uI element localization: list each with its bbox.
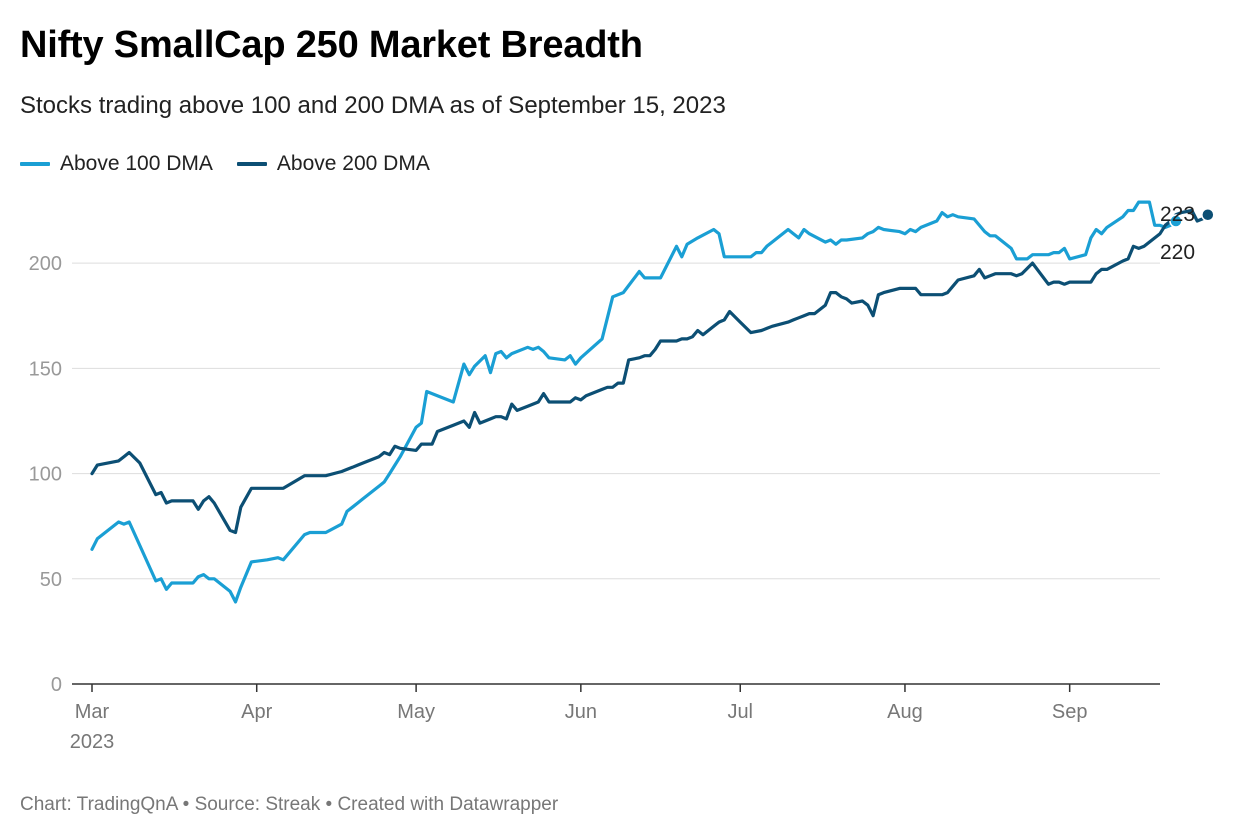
y-tick-label-200: 200 (29, 253, 62, 275)
x-tick-label-may: May (397, 701, 435, 723)
end-label-above-100-dma: 220 (1160, 241, 1195, 264)
y-tick-label-0: 0 (51, 674, 62, 696)
y-tick-label-50: 50 (40, 569, 62, 591)
legend: Above 100 DMA Above 200 DMA (20, 152, 454, 176)
legend-label-above-200: Above 200 DMA (276, 152, 430, 175)
legend-item-above-200: Above 200 DMA (236, 152, 430, 176)
x-tick-label-apr: Apr (241, 701, 272, 723)
legend-item-above-100: Above 100 DMA (20, 152, 213, 176)
x-tick-label-sep: Sep (1052, 701, 1088, 723)
x-tick-label-jun: Jun (565, 701, 597, 723)
series-line-above-100-dma (90, 200, 1178, 604)
legend-swatch-above-200 (236, 162, 267, 166)
x-tick-sublabel-2023: 2023 (70, 731, 115, 753)
y-tick-label-100: 100 (29, 464, 62, 486)
x-tick-label-jul: Jul (727, 701, 753, 723)
chart-title: Nifty SmallCap 250 Market Breadth (20, 24, 643, 66)
legend-swatch-above-100 (20, 162, 50, 166)
chart-subtitle: Stocks trading above 100 and 200 DMA as … (20, 92, 726, 119)
chart-footer: Chart: TradingQnA • Source: Streak • Cre… (20, 794, 559, 815)
end-label-above-200-dma: 223 (1160, 203, 1195, 226)
series-line-above-200-dma (90, 208, 1210, 535)
x-tick-label-aug: Aug (887, 701, 923, 723)
legend-label-above-100: Above 100 DMA (60, 152, 213, 175)
y-tick-label-150: 150 (29, 358, 62, 380)
end-point-above-200-dma (1201, 207, 1215, 222)
x-tick-label-mar: Mar (75, 701, 110, 723)
end-point-above-100-dma (1169, 214, 1183, 228)
